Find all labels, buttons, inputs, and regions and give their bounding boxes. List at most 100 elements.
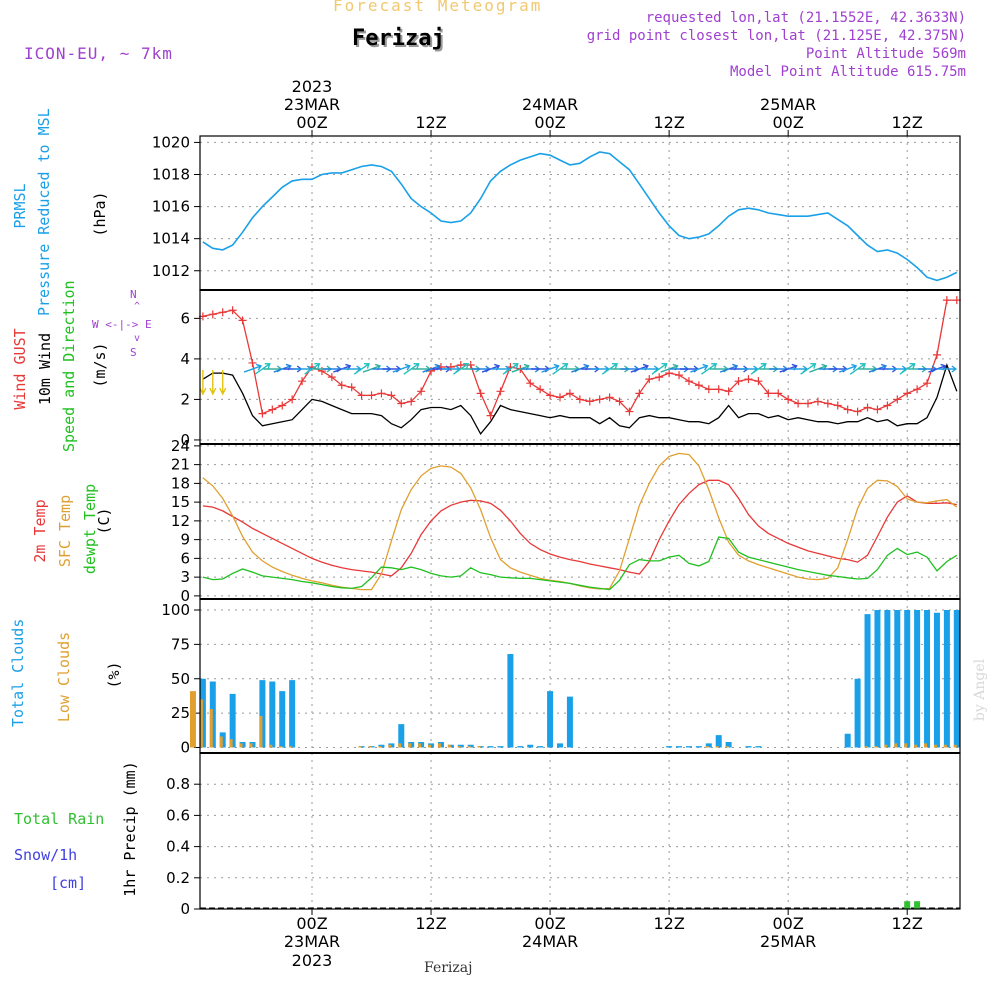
y-tick-label: 0.4	[166, 838, 190, 856]
low-cloud-bar	[418, 743, 422, 748]
wind-arrow-shape	[322, 365, 343, 373]
wind-arrow-shape	[809, 363, 828, 373]
wind-gust-marker	[397, 399, 406, 408]
low-cloud-bar	[914, 744, 918, 748]
total-cloud-bar	[695, 746, 702, 748]
total-cloud-bar	[259, 680, 266, 748]
temp-dewpoint-line	[202, 536, 958, 591]
wind-arrow-shape	[908, 365, 928, 373]
y-tick-label: 1018	[152, 166, 190, 184]
wind-gust-marker	[476, 389, 485, 398]
wind-gust-marker	[208, 310, 217, 319]
low-cloud-bar	[398, 743, 402, 748]
wind-gust-marker	[804, 399, 812, 408]
wind-gust-marker	[923, 379, 932, 388]
top-date-label: 23MAR	[284, 95, 340, 114]
bottom-year-label: 2023	[292, 951, 333, 970]
bottom-hour-label: 12Z	[653, 914, 684, 933]
total-cloud-bar	[705, 743, 712, 748]
wind-arrow-shape	[620, 365, 640, 373]
wind-label-3: Speed and Direction	[60, 280, 78, 452]
wind-gust-marker	[853, 407, 862, 416]
wind-arrow-shape	[461, 365, 481, 373]
wind-arrow-shape	[858, 365, 878, 373]
wind-direction-arrow	[461, 365, 481, 373]
wind-arrow-shape	[838, 363, 858, 373]
panel-frame	[199, 135, 961, 291]
model-altitude: Model Point Altitude 615.75m	[729, 64, 966, 80]
clouds-unit: (%)	[105, 661, 123, 689]
point-altitude: Point Altitude 569m	[805, 46, 966, 62]
compass-south: S	[130, 346, 137, 359]
precip-label-rain: Total Rain	[14, 810, 105, 828]
top-hour-label: 12Z	[415, 113, 446, 132]
low-cloud-bar	[953, 744, 957, 748]
total-cloud-bar	[924, 610, 931, 748]
wind-direction-arrow	[531, 365, 551, 373]
wind-direction-arrow	[908, 365, 928, 373]
wind-gust-marker	[764, 389, 773, 398]
y-tick-label: 0	[180, 431, 190, 449]
y-tick-label: 100	[161, 601, 190, 619]
y-tick-label: 1012	[152, 262, 190, 280]
temp-unit: (C)	[95, 507, 113, 535]
watermark: by Angel	[972, 658, 988, 722]
wind-gust-marker	[823, 399, 832, 408]
y-tick-label: 1020	[152, 133, 190, 151]
wind-arrow-shape	[333, 363, 352, 373]
total-cloud-bar	[199, 678, 206, 748]
model-label: ICON-EU, ~ 7km	[24, 44, 173, 63]
wind-direction-arrow	[590, 365, 610, 373]
bottom-hour-label: 00Z	[296, 914, 327, 933]
wind-arrow-shape	[304, 362, 321, 375]
total-cloud-bar	[874, 610, 881, 748]
wind-direction-arrow	[620, 365, 640, 373]
clouds-label-1: Total Clouds	[9, 618, 27, 727]
total-cloud-bar	[517, 746, 524, 748]
total-cloud-bar	[904, 610, 911, 748]
low-cloud-bar	[894, 743, 898, 748]
wind-direction-arrow	[403, 362, 420, 375]
wind-arrow-shape	[719, 363, 739, 373]
wind-arrow-shape	[392, 363, 411, 373]
total-cloud-bar	[388, 743, 395, 748]
wind-arrow-shape	[610, 365, 630, 373]
low-cloud-bar	[259, 715, 263, 748]
wind-arrow-shape	[769, 365, 789, 373]
product-title: Forecast Meteogram	[333, 0, 543, 15]
total-cloud-bar	[279, 691, 286, 748]
bottom-date-label: 23MAR	[284, 932, 340, 951]
wind-gust-marker	[317, 367, 326, 376]
wind-direction-arrow	[838, 363, 858, 373]
wind-arrow-shape	[254, 362, 271, 375]
wind-gust-marker	[298, 377, 307, 386]
wind-direction-arrow	[651, 362, 668, 375]
total-cloud-bar	[745, 746, 752, 748]
wind-gust-marker	[427, 367, 436, 376]
wind-direction-arrow	[219, 370, 227, 396]
total-cloud-bar	[557, 743, 563, 748]
total-cloud-bar	[666, 746, 673, 748]
y-tick-label: 25	[171, 704, 190, 722]
wind-gust-marker	[228, 306, 237, 315]
wind-arrow-shape	[918, 365, 938, 373]
wind-direction-arrow	[362, 363, 382, 373]
panel-frame	[199, 752, 961, 910]
y-tick-label: 75	[171, 635, 190, 653]
wind-direction-arrow	[640, 365, 660, 373]
wind-arrow-shape	[552, 362, 569, 375]
wind-gust-marker	[407, 397, 416, 406]
y-tick-label: 0	[180, 739, 190, 757]
wind-direction-arrow	[441, 365, 462, 373]
wind-gust-marker	[585, 397, 594, 406]
wind-gust-marker	[932, 350, 941, 359]
top-hour-label: 00Z	[772, 113, 803, 132]
total-cloud-bar	[239, 742, 246, 748]
wind-direction-arrow	[312, 365, 333, 373]
compass-vertical-top: ^	[134, 301, 141, 312]
wind-gust-marker	[744, 375, 753, 384]
top-hour-label: 12Z	[653, 113, 684, 132]
wind-direction-arrow	[739, 365, 759, 373]
compass-north: N	[130, 288, 137, 301]
low-cloud-bar	[428, 744, 432, 748]
